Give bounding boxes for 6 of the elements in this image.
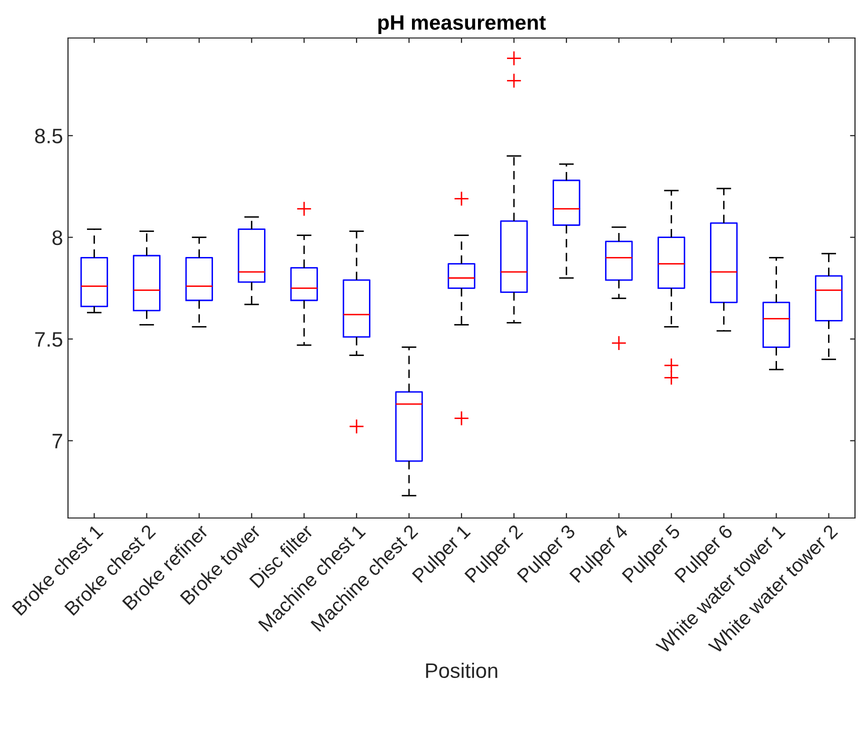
y-tick-label: 7 [52, 434, 62, 448]
x-axis-title: Position [426, 662, 498, 678]
y-tick-label: 7.5 [35, 332, 62, 347]
y-tick-label: 8 [52, 230, 62, 246]
y-tick-label: 8.5 [35, 128, 62, 144]
chart-title: pH measurement [378, 15, 546, 34]
